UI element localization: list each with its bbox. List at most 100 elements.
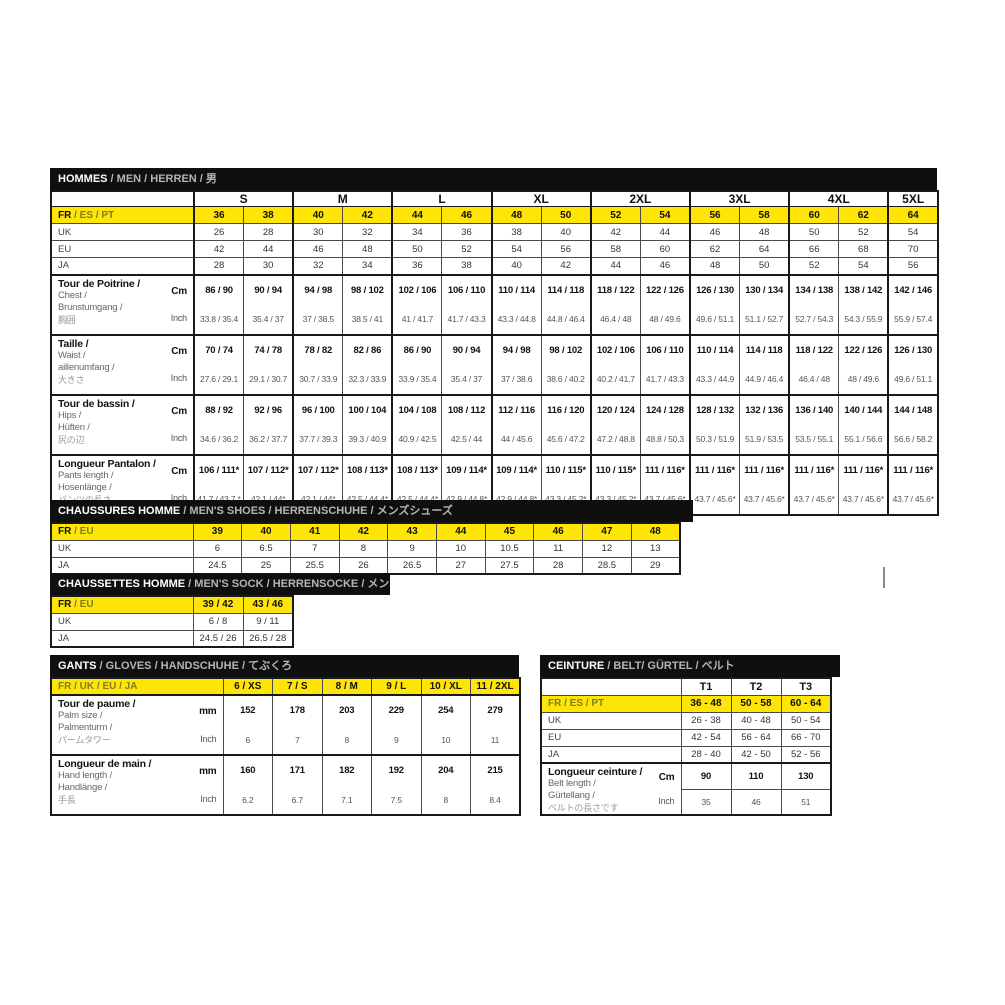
- waist-cm-cell: 102 / 106: [589, 333, 641, 365]
- chest-inch-row: 33.8 / 35.4 35.4 / 37 37 / 38.5 38.5 / 41 41…: [51, 304, 939, 335]
- waist-inch-row: 27.6 / 29.1 29.1 / 30.7 30.7 / 33.9 32.3 / …: [51, 364, 939, 395]
- chest-cm-cell: 130 / 134: [739, 273, 790, 305]
- pants-cm-cell: 111 / 116*: [788, 453, 840, 485]
- ja-row-label: JA: [50, 257, 195, 275]
- pants-cm-cell: 106 / 111*: [193, 453, 245, 485]
- waist-cm-cell: 110 / 114: [688, 333, 741, 365]
- palm-mm-cell: 178: [272, 694, 323, 725]
- palm-unit-mm: mm: [199, 706, 217, 718]
- belt-eu-label: EU: [540, 728, 682, 747]
- chest-cm-cell: 86 / 90: [193, 273, 245, 305]
- pants-cm-cell: 111 / 116*: [887, 453, 939, 485]
- chest-inch-cell: 41.7 / 43.3: [441, 304, 493, 335]
- gloves-size-cell: 7 / S: [272, 677, 323, 696]
- size-group-row: S M L XL 2XL 3XL 4XL 5XL: [50, 190, 939, 207]
- socks-fr-cell: 39 / 42: [192, 595, 244, 614]
- hommes-title-translations: / MEN / HERREN / 男: [107, 173, 217, 185]
- shoes-ja-label: JA: [50, 556, 194, 575]
- shoes-uk-cell: 6: [192, 539, 243, 558]
- fr-size-cell: 42: [342, 206, 393, 224]
- belt-uk-cell: 26 - 38: [680, 711, 732, 730]
- palm-mm-cell: 152: [222, 694, 273, 725]
- hand-mm-cell: 160: [222, 754, 273, 785]
- pants-label-en: Pants length /: [58, 469, 114, 481]
- shoes-title: CHAUSSURES HOMME: [58, 505, 181, 517]
- belt-uk-row: UK 26 - 38 40 - 48 50 - 54: [540, 711, 832, 730]
- eu-size-cell: 68: [838, 240, 889, 258]
- ja-size-cell: 48: [688, 257, 741, 275]
- socks-uk-cell: 6 / 8: [192, 612, 244, 631]
- shoes-ja-cell: 25.5: [289, 556, 340, 575]
- belt-eu-cell: 56 - 64: [730, 728, 782, 747]
- waist-cm-cell: 74 / 78: [243, 333, 294, 365]
- belt-thead-cell: T3: [780, 677, 832, 696]
- belt-fr-cell: 36 - 48: [680, 694, 732, 713]
- hand-inch-cell: 6.7: [272, 785, 323, 816]
- ja-size-cell: 30: [243, 257, 294, 275]
- eu-size-cell: 50: [391, 240, 443, 258]
- pants-cm-cell: 109 / 114*: [490, 453, 542, 485]
- hips-cm-cell: 128 / 132: [688, 393, 741, 425]
- belt-length-cm-cell: 130: [780, 762, 832, 790]
- eu-size-cell: 42: [193, 240, 245, 258]
- fr-size-cell: 38: [243, 206, 294, 224]
- waist-cm-cell: 82 / 86: [342, 333, 393, 365]
- belt-ja-cell: 28 - 40: [680, 745, 732, 764]
- palm-label-ja: パームタワー: [58, 735, 111, 745]
- waist-cm-cell: 98 / 102: [540, 333, 592, 365]
- waist-cm-cell: 122 / 126: [838, 333, 889, 365]
- pants-cm-cell: 111 / 116*: [838, 453, 889, 485]
- hand-mm-cell: 182: [321, 754, 372, 785]
- hand-inch-cell: 6.2: [222, 785, 273, 816]
- chest-inch-cell: 38.5 / 41: [342, 304, 393, 335]
- uk-row-label: UK: [50, 223, 195, 241]
- hips-cm-cell: 140 / 144: [838, 393, 889, 425]
- waist-cm-cell: 114 / 118: [739, 333, 790, 365]
- waist-inch-cell: 30.7 / 33.9: [292, 364, 344, 395]
- chest-inch-cell: 44.8 / 46.4: [540, 304, 592, 335]
- chest-inch-cell: 37 / 38.5: [292, 304, 344, 335]
- socks-title-bar: CHAUSSETTES HOMME / MEN'S SOCK / HERRENS…: [50, 573, 390, 595]
- shoes-fr-cell: 45: [484, 522, 535, 541]
- waist-cm-cell: 86 / 90: [391, 333, 443, 365]
- pants-cm-cell: 108 / 113*: [391, 453, 443, 485]
- shoes-title-bar: CHAUSSURES HOMME / MEN'S SHOES / HERRENS…: [50, 500, 693, 522]
- eu-size-cell: 52: [441, 240, 493, 258]
- pants-label-de: Hosenlänge /: [58, 481, 112, 493]
- hips-cm-row: Tour de bassin / Hips / Hüften / 尻の辺 Cm …: [50, 393, 939, 455]
- hips-inch-cell: 44 / 45.6: [490, 424, 542, 455]
- chest-cm-cell: 122 / 126: [639, 273, 691, 305]
- eu-size-cell: 62: [688, 240, 741, 258]
- hand-label-fr: Longueur de main /: [58, 758, 152, 770]
- ja-size-cell: 50: [739, 257, 790, 275]
- shoes-fr-cell: 44: [435, 522, 486, 541]
- palm-mm-cell: 229: [371, 694, 422, 725]
- shoes-uk-cell: 13: [630, 539, 681, 558]
- socks-ja-label: JA: [50, 629, 194, 648]
- waist-label-ja: 大きさ: [58, 374, 85, 385]
- shoes-uk-label: UK: [50, 539, 194, 558]
- eu-size-cell: 70: [887, 240, 939, 258]
- hips-cm-cell: 96 / 100: [292, 393, 344, 425]
- palm-label-cell: Tour de paume / Palm size / Palmenturm /…: [50, 694, 224, 756]
- socks-section: CHAUSSETTES HOMME / MEN'S SOCK / HERRENS…: [50, 573, 390, 648]
- shoes-uk-cell: 10.5: [484, 539, 535, 558]
- stray-mark: [883, 567, 885, 588]
- hips-cm-cell: 108 / 112: [441, 393, 493, 425]
- shoes-ja-cell: 24.5: [192, 556, 243, 575]
- shoes-uk-cell: 8: [338, 539, 389, 558]
- waist-inch-cell: 41.7 / 43.3: [639, 364, 691, 395]
- waist-inch-cell: 49.6 / 51.1: [887, 364, 939, 395]
- palm-inch-cell: 6: [222, 725, 273, 756]
- pants-label-fr: Longueur Pantalon /: [58, 457, 156, 470]
- fr-row-label: FR / ES / PT: [50, 206, 195, 224]
- socks-fr-row: FR / EU 39 / 42 43 / 46: [50, 595, 294, 614]
- hips-inch-cell: 45.6 / 47.2: [540, 424, 592, 455]
- hand-inch-cell: 7.5: [371, 785, 422, 816]
- shoes-title-translations: / MEN'S SHOES / HERRENSCHUHE / メンズシューズ: [180, 505, 453, 517]
- uk-size-cell: 28: [243, 223, 294, 241]
- belt-table: T1 T2 T3 FR / ES / PT 36 - 48 50 - 58 60 - 6…: [540, 677, 832, 816]
- belt-title-bar: CEINTURE / BELT/ GÜRTEL / ベルト: [540, 655, 840, 677]
